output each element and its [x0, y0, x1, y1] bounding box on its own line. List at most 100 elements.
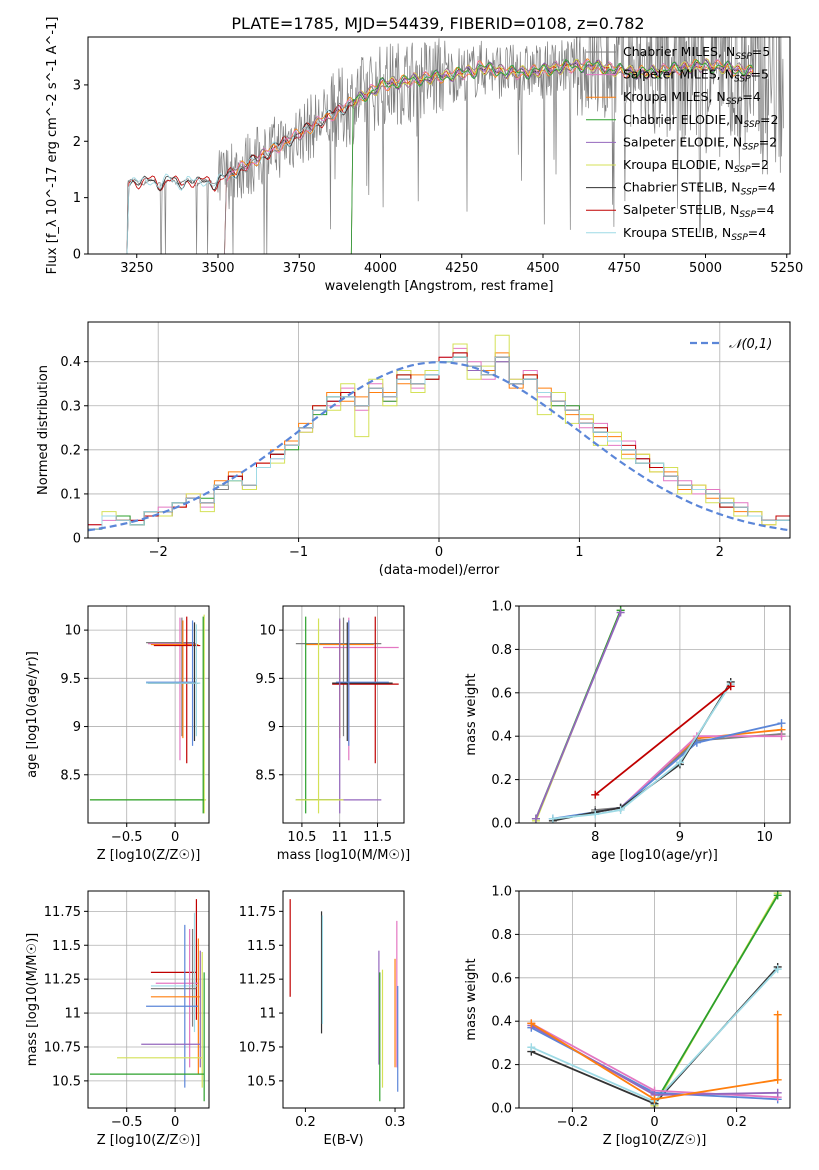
legend-label-n: , N: [718, 44, 735, 59]
model-spectrum-chabrier-miles: [88, 58, 754, 254]
weight-marker: [773, 891, 782, 900]
legend-entry: Chabrier STELIB, NSSP=4: [586, 180, 776, 198]
x-tick-label: 10.5: [287, 830, 316, 845]
axes-frame: [518, 605, 791, 824]
z-vs-weight-panel: −0.2 0 0.2 0.0 0.2 0.4 0.6 0.8 1.0 Z [log10(Z/Z☉)…: [464, 885, 791, 1148]
legend-label-sub: SSP: [742, 142, 759, 152]
model-spectrum-salpeter-elodie: [88, 58, 754, 254]
y-tick-label: 0.3: [60, 399, 81, 414]
weight-line-kroupa-miles: [595, 728, 782, 813]
x-axis-label: (data-model)/error: [379, 563, 500, 578]
weight-line-chabrier-stelib: [552, 681, 732, 822]
legend-label: 𝒩(0,1): [729, 337, 772, 352]
y-tick-label: 9.5: [60, 672, 81, 687]
model-spectrum-chabrier-elodie: [88, 58, 754, 254]
axes-frame: [282, 890, 405, 1109]
weight-line-salpeter-stelib: [594, 685, 732, 796]
y-tick-label: 0: [73, 248, 81, 263]
legend-label-count: 4: [753, 89, 761, 104]
weight-marker: [773, 965, 782, 974]
x-tick-label: 11: [331, 830, 348, 845]
weight-marker: [777, 732, 786, 741]
model-spectrum-chabrier-stelib: [88, 59, 754, 254]
legend-label-sub: SSP: [734, 75, 751, 85]
x-tick-label: 1: [575, 545, 583, 560]
y-tick-label: 0.2: [60, 443, 81, 458]
legend-label-name: Kroupa ELODIE: [623, 157, 717, 172]
x-axis-label: wavelength [Angstrom, rest frame]: [325, 279, 554, 294]
legend-label-name: Chabrier STELIB: [623, 180, 723, 195]
legend-label-eq: =: [756, 202, 766, 217]
x-tick-label: 0: [650, 1115, 658, 1130]
x-axis-label: age [log10(age/yr)]: [591, 848, 718, 863]
legend-label: Salpeter ELODIE, NSSP=2: [623, 134, 777, 152]
x-tick-label: 2: [716, 545, 724, 560]
y-tick-label: 11.75: [239, 905, 276, 920]
legend-label-eq: =: [752, 44, 762, 59]
legend-label-n: , N: [714, 225, 731, 240]
y-tick-label: 3: [73, 78, 81, 93]
axes-frame: [87, 890, 210, 1109]
y-tick-label: 0.0: [491, 1102, 512, 1117]
y-axis-label: mass weight: [464, 673, 479, 755]
legend-label-name: Kroupa MILES: [623, 89, 709, 104]
legend-label-eq: =: [759, 134, 769, 149]
weight-line-kroupa-miles: [530, 1014, 779, 1101]
weight-marker: [726, 682, 735, 691]
legend-label-sub: SSP: [741, 188, 758, 198]
legend-label-count: 2: [770, 112, 778, 127]
x-tick-label: 10: [756, 830, 773, 845]
x-tick-label: −0.2: [557, 1115, 589, 1130]
x-tick-label: 9: [676, 830, 684, 845]
y-tick-label: 2: [73, 135, 81, 150]
y-tick-label: 11: [64, 1007, 81, 1022]
y-tick-label: 0.8: [491, 928, 512, 943]
legend-label-count: 4: [768, 180, 776, 195]
legend-label-sub: SSP: [735, 52, 752, 62]
z-vs-age-panel: −0.5 0 8.5 9 9.5 10 Z [log10(Z/Z☉)] age [log10(…: [25, 605, 210, 863]
y-tick-label: 9: [73, 720, 81, 735]
weight-marker: [773, 1010, 782, 1019]
x-tick-label: 4500: [526, 261, 559, 276]
weight-marker: [527, 1019, 536, 1028]
y-tick-label: 0.0: [491, 817, 512, 832]
age-vs-weight-panel: 8 9 10 0.0 0.2 0.4 0.6 0.8 1.0 age [log10(age/yr)…: [464, 600, 791, 863]
model-spectrum-salpeter-stelib: [88, 58, 754, 254]
x-axis-label: mass [log10(M/M☉)]: [277, 848, 410, 863]
y-axis-label: mass [log10(M/M☉)]: [25, 933, 40, 1066]
legend-label-count: 2: [761, 157, 769, 172]
x-axis-label: Z [log10(Z/Z☉)]: [97, 1133, 201, 1148]
x-tick-label: 5000: [689, 261, 722, 276]
model-spectrum-kroupa-elodie: [88, 58, 754, 254]
plot-area: [88, 334, 790, 532]
axes-frame: [87, 36, 791, 255]
y-tick-label: 10: [259, 624, 276, 639]
legend-label-count: 5: [762, 44, 770, 59]
legend-label-eq: =: [748, 225, 758, 240]
legend-entry: Salpeter ELODIE, NSSP=2: [586, 134, 777, 152]
y-tick-label: 1.0: [491, 885, 512, 900]
legend-label-sub: SSP: [743, 120, 760, 130]
legend-label-sub: SSP: [734, 165, 751, 175]
legend-label-n: , N: [717, 67, 734, 82]
y-tick-label: 0.6: [491, 971, 512, 986]
weight-marker: [650, 1095, 659, 1104]
legend-label-n: , N: [726, 112, 743, 127]
x-tick-label: 3250: [120, 261, 153, 276]
histogram-kroupa-stelib: [88, 356, 790, 530]
x-axis-label: Z [log10(Z/Z☉)]: [603, 1133, 707, 1148]
legend-label-eq: =: [760, 112, 770, 127]
x-tick-label: 8: [591, 830, 599, 845]
x-axis-label: Z [log10(Z/Z☉)]: [97, 848, 201, 863]
legend-label: Kroupa STELIB, NSSP=4: [623, 225, 766, 243]
axes-frame: [87, 605, 210, 824]
y-tick-label: 0.2: [491, 1058, 512, 1073]
legend-label: Chabrier MILES, NSSP=5: [623, 44, 770, 62]
y-axis-label: Normed distribution: [36, 365, 51, 495]
x-tick-label: 4000: [364, 261, 397, 276]
mass-vs-age-panel: 10.5 11 11.5 8.5 9 9.5 10 mass [log10(M/M☉)]: [255, 605, 410, 863]
x-tick-label: 3750: [283, 261, 316, 276]
weight-line-chabrier-elodie: [653, 894, 779, 1105]
